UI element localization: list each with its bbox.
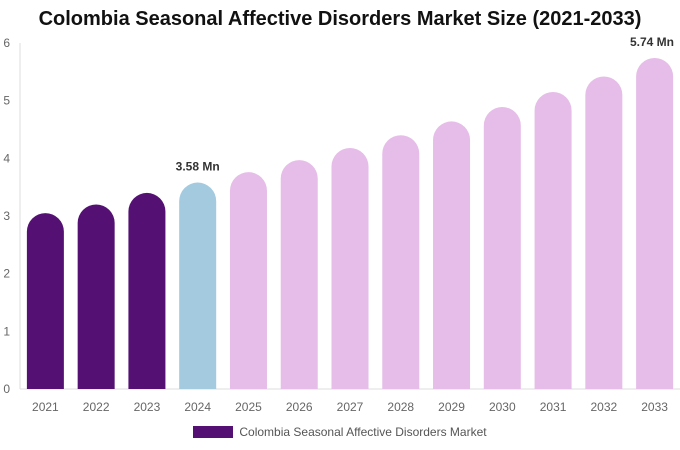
legend-swatch <box>193 426 234 438</box>
bar-2032 <box>585 76 623 389</box>
bar-2026 <box>280 160 318 389</box>
x-tick-label: 2027 <box>337 400 364 414</box>
y-tick-label: 3 <box>3 209 10 223</box>
bar-2023 <box>128 192 166 389</box>
x-tick-label: 2032 <box>590 400 617 414</box>
bar-2027 <box>331 147 369 389</box>
data-label: 5.74 Mn <box>630 35 674 49</box>
bar-2033 <box>636 57 674 389</box>
legend-label: Colombia Seasonal Affective Disorders Ma… <box>239 425 487 439</box>
bar-2021 <box>26 213 64 389</box>
y-tick-label: 5 <box>3 94 10 108</box>
x-tick-label: 2030 <box>489 400 516 414</box>
bar-2028 <box>382 135 420 389</box>
x-tick-label: 2026 <box>286 400 313 414</box>
legend: Colombia Seasonal Affective Disorders Ma… <box>0 425 680 439</box>
x-tick-label: 2022 <box>83 400 110 414</box>
bar-2030 <box>483 107 521 389</box>
bar-2031 <box>534 92 572 390</box>
y-tick-label: 2 <box>3 267 10 281</box>
x-tick-label: 2028 <box>387 400 414 414</box>
x-tick-label: 2023 <box>134 400 161 414</box>
x-tick-label: 2021 <box>32 400 59 414</box>
y-tick-label: 0 <box>3 382 10 396</box>
y-tick-label: 4 <box>3 151 10 165</box>
bar-2029 <box>433 121 471 390</box>
y-tick-label: 1 <box>3 324 10 338</box>
bar-2024 <box>179 182 217 389</box>
bar-2022 <box>77 204 115 389</box>
x-tick-label: 2024 <box>184 400 211 414</box>
bar-2025 <box>229 172 267 389</box>
x-tick-label: 2025 <box>235 400 262 414</box>
chart-title: Colombia Seasonal Affective Disorders Ma… <box>38 8 642 30</box>
x-tick-label: 2031 <box>540 400 567 414</box>
data-label: 3.58 Mn <box>176 160 220 174</box>
x-tick-label: 2029 <box>438 400 465 414</box>
y-tick-label: 6 <box>3 36 10 50</box>
x-tick-label: 2033 <box>641 400 668 414</box>
